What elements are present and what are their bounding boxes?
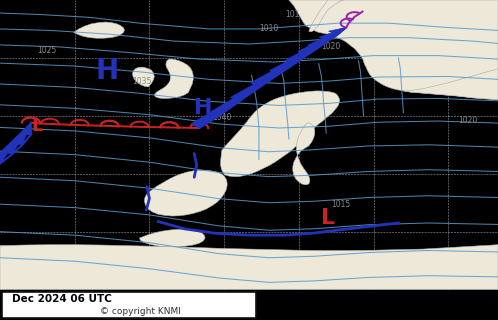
Text: 1010: 1010 (259, 24, 278, 34)
Polygon shape (12, 123, 31, 145)
Polygon shape (250, 41, 328, 87)
Polygon shape (298, 28, 346, 56)
Polygon shape (191, 64, 294, 128)
Text: 1040: 1040 (212, 113, 231, 122)
Text: 1015: 1015 (332, 200, 351, 209)
Text: © copyright KNMI: © copyright KNMI (100, 307, 180, 316)
Text: Dec 2024 06 UTC: Dec 2024 06 UTC (12, 294, 113, 304)
Polygon shape (308, 28, 346, 49)
Text: L: L (32, 117, 43, 135)
Polygon shape (289, 0, 498, 100)
Polygon shape (132, 67, 154, 87)
Polygon shape (21, 123, 31, 135)
Polygon shape (144, 170, 227, 216)
Polygon shape (319, 28, 346, 41)
Text: L: L (321, 208, 335, 228)
Text: 1020: 1020 (459, 116, 478, 125)
Polygon shape (403, 69, 498, 100)
Polygon shape (221, 91, 340, 177)
Polygon shape (74, 22, 124, 38)
Polygon shape (139, 229, 205, 247)
Polygon shape (285, 28, 346, 64)
Polygon shape (269, 35, 338, 75)
Text: 1035: 1035 (132, 76, 151, 85)
Polygon shape (293, 123, 315, 185)
Polygon shape (0, 245, 498, 290)
Text: 101: 101 (286, 10, 300, 19)
Polygon shape (154, 59, 193, 99)
Polygon shape (309, 0, 344, 32)
Text: H: H (96, 57, 119, 85)
Text: H: H (194, 98, 213, 118)
Text: 1020: 1020 (322, 42, 341, 51)
Polygon shape (0, 123, 31, 164)
Polygon shape (211, 56, 306, 116)
FancyBboxPatch shape (2, 292, 256, 318)
Polygon shape (231, 49, 316, 101)
Text: 1025: 1025 (38, 46, 57, 55)
Polygon shape (3, 123, 31, 154)
Polygon shape (329, 28, 346, 35)
